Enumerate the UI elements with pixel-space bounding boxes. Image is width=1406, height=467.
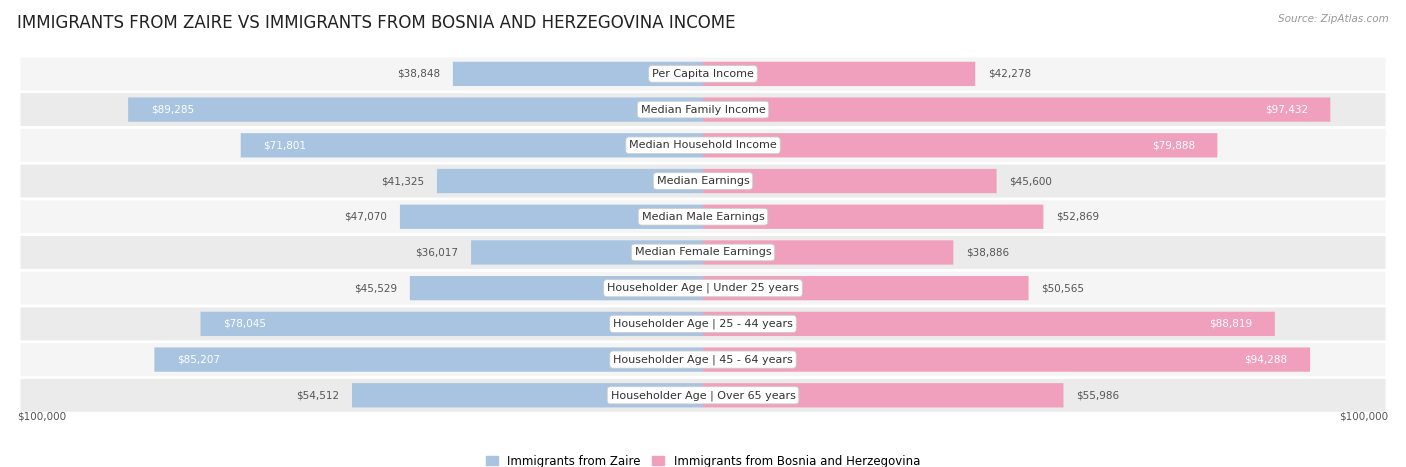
Text: $36,017: $36,017	[415, 248, 458, 257]
Text: Per Capita Income: Per Capita Income	[652, 69, 754, 79]
Text: $41,325: $41,325	[381, 176, 425, 186]
FancyBboxPatch shape	[21, 379, 1385, 412]
FancyBboxPatch shape	[21, 57, 1385, 90]
Legend: Immigrants from Zaire, Immigrants from Bosnia and Herzegovina: Immigrants from Zaire, Immigrants from B…	[481, 450, 925, 467]
Text: $88,819: $88,819	[1209, 319, 1253, 329]
FancyBboxPatch shape	[703, 276, 1029, 300]
FancyBboxPatch shape	[21, 93, 1385, 126]
Text: $94,288: $94,288	[1244, 354, 1288, 365]
FancyBboxPatch shape	[21, 343, 1385, 376]
FancyBboxPatch shape	[437, 169, 703, 193]
FancyBboxPatch shape	[21, 272, 1385, 304]
Text: $55,986: $55,986	[1077, 390, 1119, 400]
FancyBboxPatch shape	[703, 241, 953, 265]
Text: $85,207: $85,207	[177, 354, 219, 365]
Text: $42,278: $42,278	[988, 69, 1031, 79]
FancyBboxPatch shape	[453, 62, 703, 86]
FancyBboxPatch shape	[703, 169, 997, 193]
FancyBboxPatch shape	[703, 98, 1330, 122]
Text: $97,432: $97,432	[1264, 105, 1308, 114]
Text: $50,565: $50,565	[1042, 283, 1084, 293]
Text: $100,000: $100,000	[17, 411, 66, 421]
Text: $52,869: $52,869	[1056, 212, 1099, 222]
Text: $45,600: $45,600	[1010, 176, 1052, 186]
Text: $38,886: $38,886	[966, 248, 1010, 257]
Text: $79,888: $79,888	[1152, 140, 1195, 150]
Text: $71,801: $71,801	[263, 140, 307, 150]
Text: $78,045: $78,045	[224, 319, 266, 329]
FancyBboxPatch shape	[703, 383, 1063, 407]
FancyBboxPatch shape	[21, 200, 1385, 233]
Text: Median Family Income: Median Family Income	[641, 105, 765, 114]
FancyBboxPatch shape	[240, 133, 703, 157]
Text: IMMIGRANTS FROM ZAIRE VS IMMIGRANTS FROM BOSNIA AND HERZEGOVINA INCOME: IMMIGRANTS FROM ZAIRE VS IMMIGRANTS FROM…	[17, 14, 735, 32]
Text: Householder Age | 25 - 44 years: Householder Age | 25 - 44 years	[613, 318, 793, 329]
FancyBboxPatch shape	[21, 236, 1385, 269]
FancyBboxPatch shape	[21, 307, 1385, 340]
Text: Source: ZipAtlas.com: Source: ZipAtlas.com	[1278, 14, 1389, 24]
FancyBboxPatch shape	[352, 383, 703, 407]
Text: Median Male Earnings: Median Male Earnings	[641, 212, 765, 222]
FancyBboxPatch shape	[703, 62, 976, 86]
Text: $100,000: $100,000	[1340, 411, 1389, 421]
FancyBboxPatch shape	[128, 98, 703, 122]
Text: Median Household Income: Median Household Income	[628, 140, 778, 150]
Text: Median Earnings: Median Earnings	[657, 176, 749, 186]
Text: $38,848: $38,848	[396, 69, 440, 79]
FancyBboxPatch shape	[21, 164, 1385, 198]
FancyBboxPatch shape	[703, 133, 1218, 157]
Text: Householder Age | 45 - 64 years: Householder Age | 45 - 64 years	[613, 354, 793, 365]
FancyBboxPatch shape	[201, 312, 703, 336]
FancyBboxPatch shape	[155, 347, 703, 372]
Text: Median Female Earnings: Median Female Earnings	[634, 248, 772, 257]
FancyBboxPatch shape	[471, 241, 703, 265]
Text: Householder Age | Over 65 years: Householder Age | Over 65 years	[610, 390, 796, 401]
FancyBboxPatch shape	[411, 276, 703, 300]
Text: $47,070: $47,070	[344, 212, 387, 222]
Text: $89,285: $89,285	[150, 105, 194, 114]
FancyBboxPatch shape	[21, 129, 1385, 162]
FancyBboxPatch shape	[399, 205, 703, 229]
Text: Householder Age | Under 25 years: Householder Age | Under 25 years	[607, 283, 799, 293]
FancyBboxPatch shape	[703, 312, 1275, 336]
Text: $45,529: $45,529	[354, 283, 396, 293]
FancyBboxPatch shape	[703, 205, 1043, 229]
Text: $54,512: $54,512	[297, 390, 339, 400]
FancyBboxPatch shape	[703, 347, 1310, 372]
